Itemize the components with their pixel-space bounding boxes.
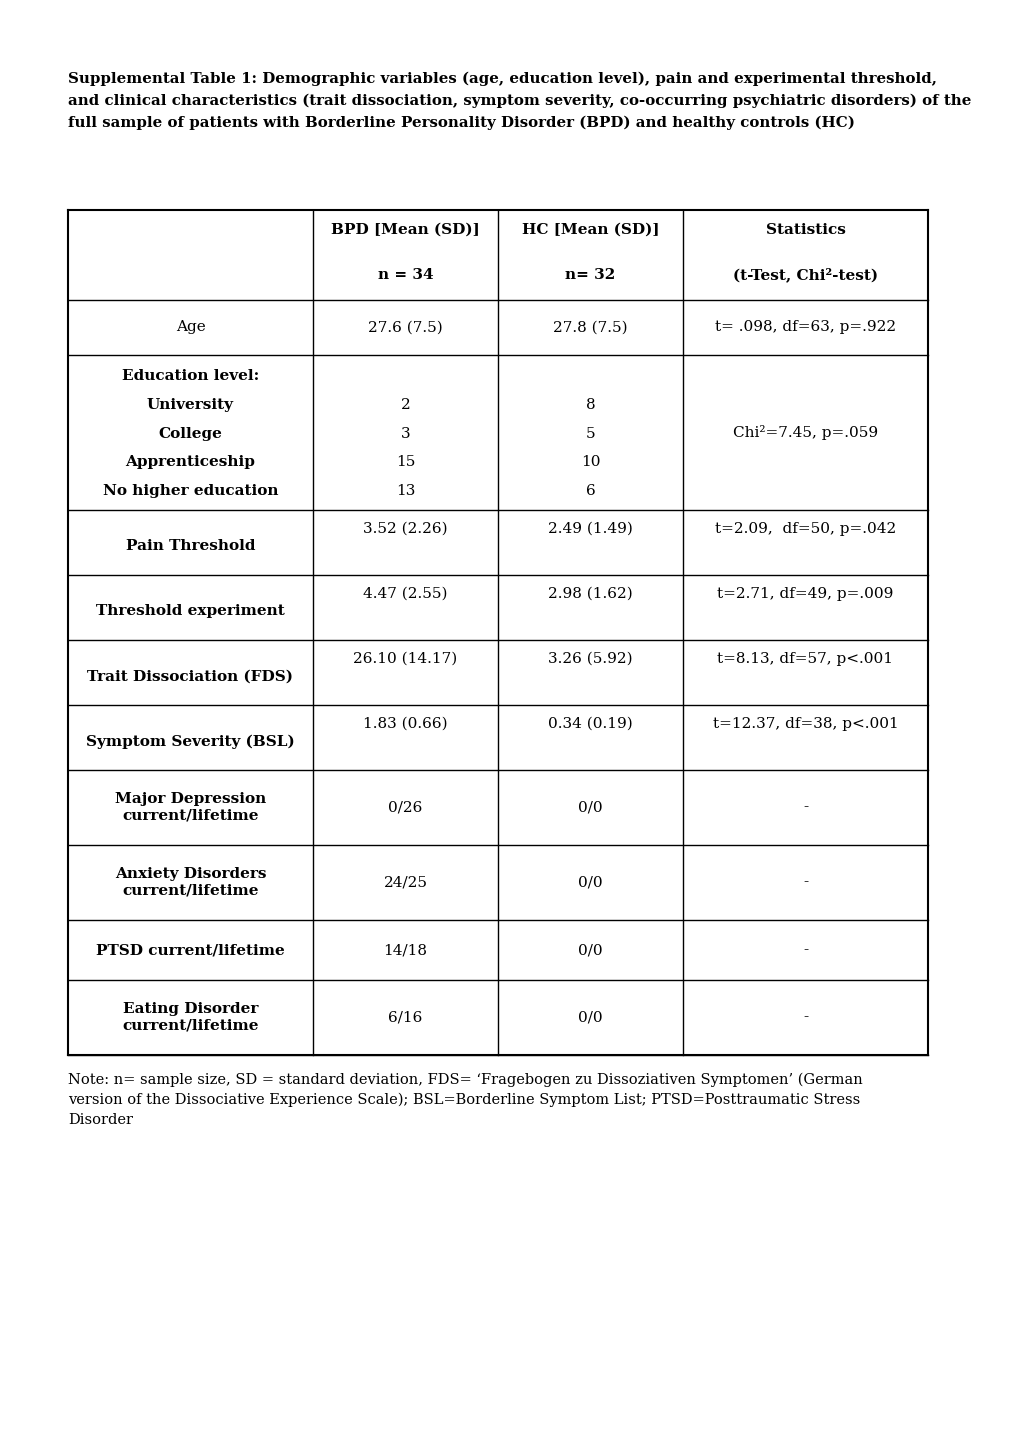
Text: 14/18: 14/18 — [383, 942, 427, 957]
Text: t=2.71, df=49, p=.009: t=2.71, df=49, p=.009 — [716, 587, 893, 600]
Text: n = 34: n = 34 — [377, 268, 433, 281]
Text: (t-Test, Chi²-test): (t-Test, Chi²-test) — [733, 267, 877, 283]
Text: n= 32: n= 32 — [565, 268, 615, 281]
Text: 8: 8 — [585, 398, 595, 413]
Text: HC [Mean (SD)]: HC [Mean (SD)] — [522, 222, 658, 237]
Text: 15: 15 — [395, 455, 415, 469]
Text: t=8.13, df=57, p<.001: t=8.13, df=57, p<.001 — [716, 652, 893, 667]
Text: 2: 2 — [400, 398, 410, 413]
Text: 0.34 (0.19): 0.34 (0.19) — [547, 717, 632, 732]
Text: 2.98 (1.62): 2.98 (1.62) — [547, 587, 632, 600]
Text: 3.52 (2.26): 3.52 (2.26) — [363, 522, 447, 535]
Text: full sample of patients with Borderline Personality Disorder (BPD) and healthy c: full sample of patients with Borderline … — [68, 115, 854, 130]
Text: 5: 5 — [585, 427, 595, 440]
Text: -: - — [802, 942, 807, 957]
Text: Statistics: Statistics — [765, 222, 845, 237]
Text: 2.49 (1.49): 2.49 (1.49) — [547, 522, 633, 535]
Text: t= .098, df=63, p=.922: t= .098, df=63, p=.922 — [714, 320, 895, 335]
Text: 27.6 (7.5): 27.6 (7.5) — [368, 320, 442, 335]
Text: 24/25: 24/25 — [383, 876, 427, 889]
Text: 6: 6 — [585, 483, 595, 498]
Text: Major Depression
current/lifetime: Major Depression current/lifetime — [115, 792, 266, 823]
Text: 3.26 (5.92): 3.26 (5.92) — [547, 652, 632, 667]
Text: -: - — [802, 801, 807, 814]
Text: 1.83 (0.66): 1.83 (0.66) — [363, 717, 447, 732]
Text: and clinical characteristics (trait dissociation, symptom severity, co-occurring: and clinical characteristics (trait diss… — [68, 94, 970, 108]
Text: 26.10 (14.17): 26.10 (14.17) — [353, 652, 458, 667]
Text: Age: Age — [175, 320, 205, 335]
Text: 0/0: 0/0 — [578, 942, 602, 957]
Text: Trait Dissociation (FDS): Trait Dissociation (FDS) — [88, 670, 293, 684]
Text: -: - — [802, 1010, 807, 1025]
Text: No higher education: No higher education — [103, 483, 278, 498]
Text: 0/0: 0/0 — [578, 801, 602, 814]
Text: BPD [Mean (SD)]: BPD [Mean (SD)] — [331, 222, 479, 237]
Text: t=2.09,  df=50, p=.042: t=2.09, df=50, p=.042 — [714, 522, 896, 535]
Text: Note: n= sample size, SD = standard deviation, FDS= ‘Fragebogen zu Dissoziativen: Note: n= sample size, SD = standard devi… — [68, 1074, 862, 1127]
Text: Eating Disorder
current/lifetime: Eating Disorder current/lifetime — [122, 1003, 259, 1033]
Text: 6/16: 6/16 — [388, 1010, 422, 1025]
Text: Threshold experiment: Threshold experiment — [96, 605, 284, 619]
Text: Symptom Severity (BSL): Symptom Severity (BSL) — [86, 734, 294, 749]
Text: Pain Threshold: Pain Threshold — [125, 540, 255, 554]
Text: 13: 13 — [395, 483, 415, 498]
Text: 27.8 (7.5): 27.8 (7.5) — [552, 320, 628, 335]
Text: Education level:: Education level: — [121, 369, 259, 382]
Text: PTSD current/lifetime: PTSD current/lifetime — [96, 942, 284, 957]
Text: 0/0: 0/0 — [578, 1010, 602, 1025]
Text: 0/0: 0/0 — [578, 876, 602, 889]
Text: -: - — [802, 876, 807, 889]
Text: Chi²=7.45, p=.059: Chi²=7.45, p=.059 — [733, 426, 877, 440]
Text: 0/26: 0/26 — [388, 801, 422, 814]
Text: University: University — [147, 398, 233, 413]
Text: 3: 3 — [400, 427, 410, 440]
Text: College: College — [158, 427, 222, 440]
Text: 10: 10 — [580, 455, 599, 469]
Text: t=12.37, df=38, p<.001: t=12.37, df=38, p<.001 — [712, 717, 898, 732]
Text: Apprenticeship: Apprenticeship — [125, 455, 255, 469]
Text: Anxiety Disorders
current/lifetime: Anxiety Disorders current/lifetime — [114, 867, 266, 898]
Text: Supplemental Table 1: Demographic variables (age, education level), pain and exp: Supplemental Table 1: Demographic variab… — [68, 72, 936, 87]
Text: 4.47 (2.55): 4.47 (2.55) — [363, 587, 447, 600]
